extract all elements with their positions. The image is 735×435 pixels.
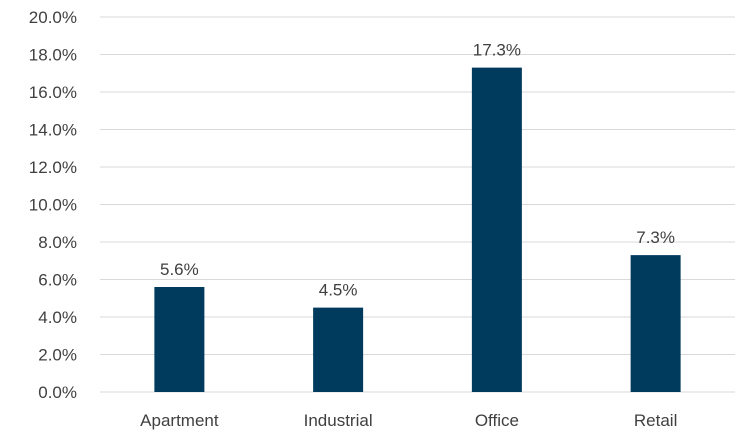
y-tick-label: 4.0% [38, 308, 77, 327]
y-tick-label: 8.0% [38, 233, 77, 252]
bar-industrial [313, 307, 364, 392]
category-label-industrial: Industrial [304, 411, 373, 430]
category-label-retail: Retail [634, 411, 677, 430]
y-tick-label: 14.0% [29, 121, 77, 140]
y-tick-label: 6.0% [38, 271, 77, 290]
bar-office [471, 67, 522, 392]
y-tick-label: 16.0% [29, 83, 77, 102]
data-label-retail: 7.3% [636, 228, 675, 247]
category-label-office: Office [475, 411, 519, 430]
data-label-apartment: 5.6% [160, 260, 199, 279]
y-tick-label: 18.0% [29, 46, 77, 65]
y-axis-tick-labels: 0.0% 2.0% 4.0% 6.0% 8.0% 10.0% 12.0% 14.0% 16.0%… [29, 8, 77, 402]
y-tick-label: 12.0% [29, 158, 77, 177]
y-tick-label: 2.0% [38, 346, 77, 365]
data-label-office: 17.3% [473, 41, 521, 60]
bars [154, 67, 681, 392]
grid-lines [100, 16, 735, 393]
y-tick-label: 20.0% [29, 8, 77, 27]
bar-retail [630, 255, 681, 392]
bar-apartment [154, 287, 205, 392]
y-tick-label: 10.0% [29, 196, 77, 215]
category-label-apartment: Apartment [140, 411, 219, 430]
data-label-industrial: 4.5% [319, 281, 358, 300]
x-axis-category-labels: Apartment Industrial Office Retail [140, 411, 677, 430]
data-labels: 5.6% 4.5% 17.3% 7.3% [160, 41, 675, 300]
y-tick-label: 0.0% [38, 383, 77, 402]
